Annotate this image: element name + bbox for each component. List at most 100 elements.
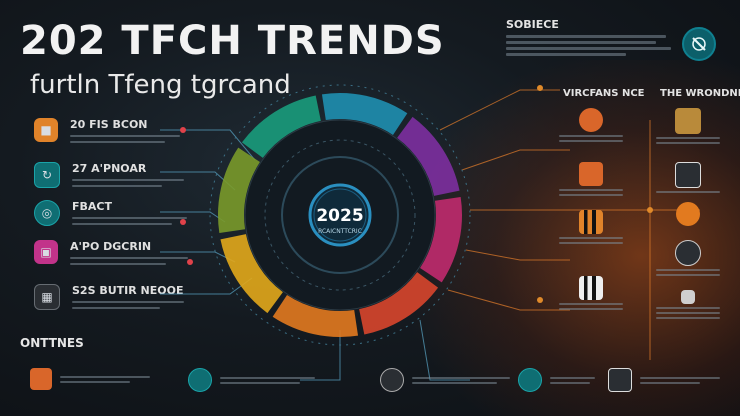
ring-segment [220, 234, 283, 314]
text-line [656, 317, 720, 319]
cycle-icon: ↻ [34, 162, 60, 188]
text-line [640, 376, 720, 379]
trend-card [555, 210, 627, 247]
ring-segment [272, 295, 359, 337]
text-line [656, 312, 720, 314]
text-line [656, 269, 720, 271]
trend-card [652, 240, 724, 279]
text-line [640, 381, 700, 384]
ring-segment [420, 196, 462, 283]
chart-icon [518, 368, 542, 392]
text-line [72, 307, 160, 309]
user-icon [380, 368, 404, 392]
text-line [550, 376, 595, 379]
text-line [412, 381, 497, 384]
text-line [656, 191, 720, 193]
feature-label: FBACT [72, 200, 112, 213]
text-line [559, 237, 623, 239]
hand-icon [188, 368, 212, 392]
text-line [506, 35, 666, 38]
text-line [506, 47, 671, 50]
text-line [656, 142, 720, 144]
text-line [559, 303, 623, 305]
stats-icon [579, 276, 603, 300]
text-line [72, 185, 162, 187]
chip-icon [579, 108, 603, 132]
text-line [559, 194, 623, 196]
text-line [559, 140, 623, 142]
square-icon [681, 290, 695, 304]
text-line [559, 189, 623, 191]
device-icon: ▦ [34, 284, 60, 310]
section-label: ONTTNES [20, 336, 84, 350]
trend-card [652, 162, 724, 196]
text-line [506, 41, 656, 44]
ring-segment [397, 116, 460, 196]
feature-label: A'PO DGCRIN [70, 240, 152, 253]
text-line [60, 375, 150, 378]
text-line [220, 376, 315, 379]
top-right-heading: SOBIECE [506, 18, 559, 31]
house-icon [675, 162, 701, 188]
center-year: 2025 [316, 206, 364, 226]
page-title: 202 TFCH TRENDS [20, 18, 445, 64]
text-line [70, 141, 165, 143]
text-line [559, 135, 623, 137]
text-line [550, 381, 590, 384]
text-line [220, 381, 300, 384]
text-line [70, 135, 180, 137]
trend-card [555, 162, 627, 199]
building-icon [675, 108, 701, 134]
bottom-item [518, 368, 600, 392]
trend-card [555, 276, 627, 313]
feature-item: ↻ 27 A'PNOAR [34, 162, 192, 191]
feature-label: 20 FIS BCON [70, 118, 148, 131]
top-right-block: SOBIECE [506, 18, 676, 59]
trend-card [555, 108, 627, 145]
cube-icon: ■ [34, 118, 58, 142]
ring-segment [359, 272, 439, 335]
ring-segments [209, 84, 471, 346]
bar-chart-icon [579, 210, 603, 234]
feature-item: ◎ FBACT [34, 200, 192, 229]
target-icon: ◎ [34, 200, 60, 226]
inner-ring [281, 156, 399, 274]
feature-label: S2S BUTIR NEOOE [72, 284, 184, 297]
feature-item: ▣ A'PO DGCRIN [34, 240, 190, 269]
text-line [656, 274, 720, 276]
card-icon: ▣ [34, 240, 58, 264]
compass-icon [682, 27, 716, 61]
trend-card [652, 202, 724, 226]
ring-segment [241, 95, 321, 158]
text-line [72, 223, 172, 225]
bottom-item [380, 368, 512, 392]
bottom-item [608, 368, 730, 392]
text-line [559, 308, 623, 310]
robot-icon [608, 368, 632, 392]
monitor-icon [579, 162, 603, 186]
text-line [656, 307, 720, 309]
feature-label: 27 A'PNOAR [72, 162, 147, 175]
text-line [72, 217, 187, 219]
inner-dashed-ring [264, 139, 416, 291]
connector-lines-right [439, 89, 700, 360]
feature-item: ▦ S2S BUTIR NEOOE [34, 284, 192, 313]
text-line [72, 301, 184, 303]
text-line [60, 380, 130, 383]
text-line [412, 376, 510, 379]
text-line [506, 53, 626, 56]
page-subtitle: furtln Tfeng tgrcand [30, 70, 291, 100]
bottom-item [188, 368, 320, 392]
core-inner-ring [313, 188, 367, 242]
node-dots [180, 85, 653, 303]
camera-icon [675, 240, 701, 266]
column-heading: VIRCFANS NCE [563, 88, 645, 99]
text-line [70, 257, 188, 259]
text-line [559, 242, 623, 244]
trend-card [652, 108, 724, 147]
outer-dashed-ring [209, 84, 471, 346]
feature-item: ■ 20 FIS BCON [34, 118, 190, 147]
ring-segment [218, 147, 260, 234]
battery-icon [30, 368, 52, 390]
